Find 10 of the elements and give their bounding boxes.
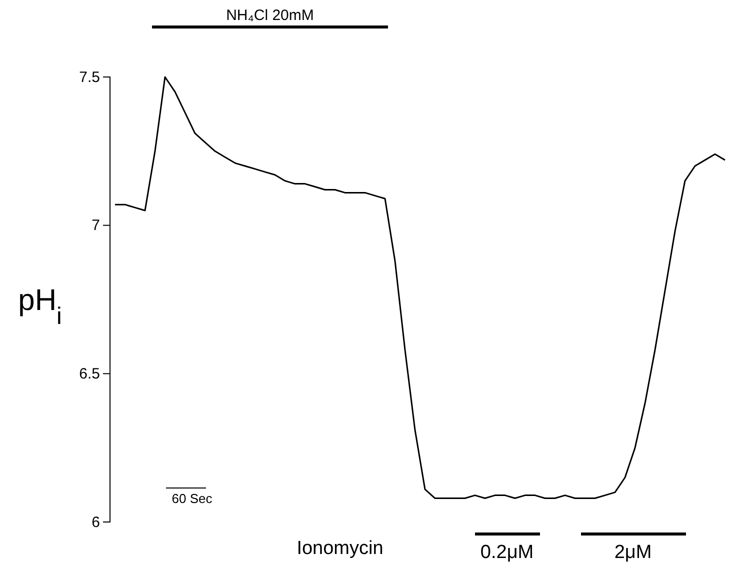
y-axis-title: pH$_{i}$ (18, 284, 62, 330)
y-tick-label: 6.5 (79, 365, 100, 382)
y-tick-label: 7.5 (79, 68, 100, 86)
text: 2μM (614, 542, 652, 563)
text: NH₄Cl 20mM (226, 7, 314, 24)
text: 0.2μM (480, 542, 534, 563)
annotation: 60 Sec (172, 491, 213, 506)
text: Ionomycin (296, 538, 384, 559)
y-tick-label: 6 (92, 514, 100, 531)
y-tick-label: 7 (92, 217, 100, 234)
